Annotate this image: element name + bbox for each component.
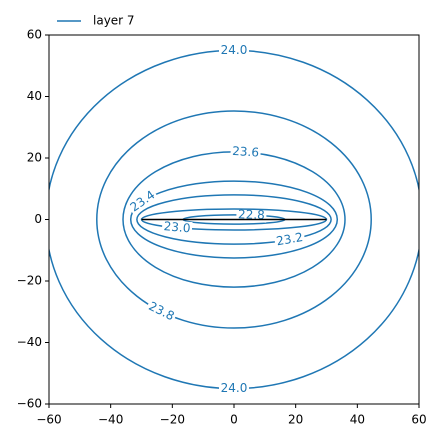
plot-area: 22.823.023.223.423.623.824.024.0 [49,43,419,396]
contour-label: 22.8 [238,207,265,222]
y-tick-label: 20 [27,151,42,165]
x-tick-label: −60 [36,413,61,427]
y-tick-label: −20 [17,274,42,288]
contour-label-bg [144,298,178,325]
contour-label-group: 24.0 [219,43,249,58]
contour-label-bg [273,230,306,250]
contour-label: 24.0 [221,381,248,395]
x-tick-label: −40 [98,413,123,427]
contour-label: 24.0 [221,43,248,57]
y-tick-label: 60 [27,28,42,42]
y-tick-label: 0 [34,212,42,226]
legend-label: layer 7 [93,14,135,28]
contour-label-bg [126,187,160,216]
x-tick-label: 40 [350,413,365,427]
contour-line [136,194,332,245]
contour-label-group: 23.2 [273,230,306,250]
x-tick-label: 20 [288,413,303,427]
contour-line [96,110,372,329]
contour-label-bg [161,219,193,237]
contour-label-bg [230,144,262,161]
x-tick-label: −20 [160,413,185,427]
contour-label-bg [219,43,249,58]
contour-label-group: 24.0 [219,381,249,396]
contour-label: 23.2 [275,230,304,248]
y-tick-label: 40 [27,89,42,103]
contour-label-group: 23.0 [161,219,193,237]
x-tick-label: 0 [230,413,238,427]
x-tick-label: 60 [411,413,426,427]
contour-label: 23.0 [163,219,191,235]
contour-label-group: 23.8 [144,298,178,325]
y-tick-label: −40 [17,335,42,349]
y-tick-label: −60 [17,397,42,411]
contour-label: 23.8 [146,299,176,323]
contour-label: 23.6 [232,144,260,160]
contour-label-bg [219,381,249,396]
contour-label-group: 23.6 [230,144,262,161]
contour-line [129,180,339,259]
